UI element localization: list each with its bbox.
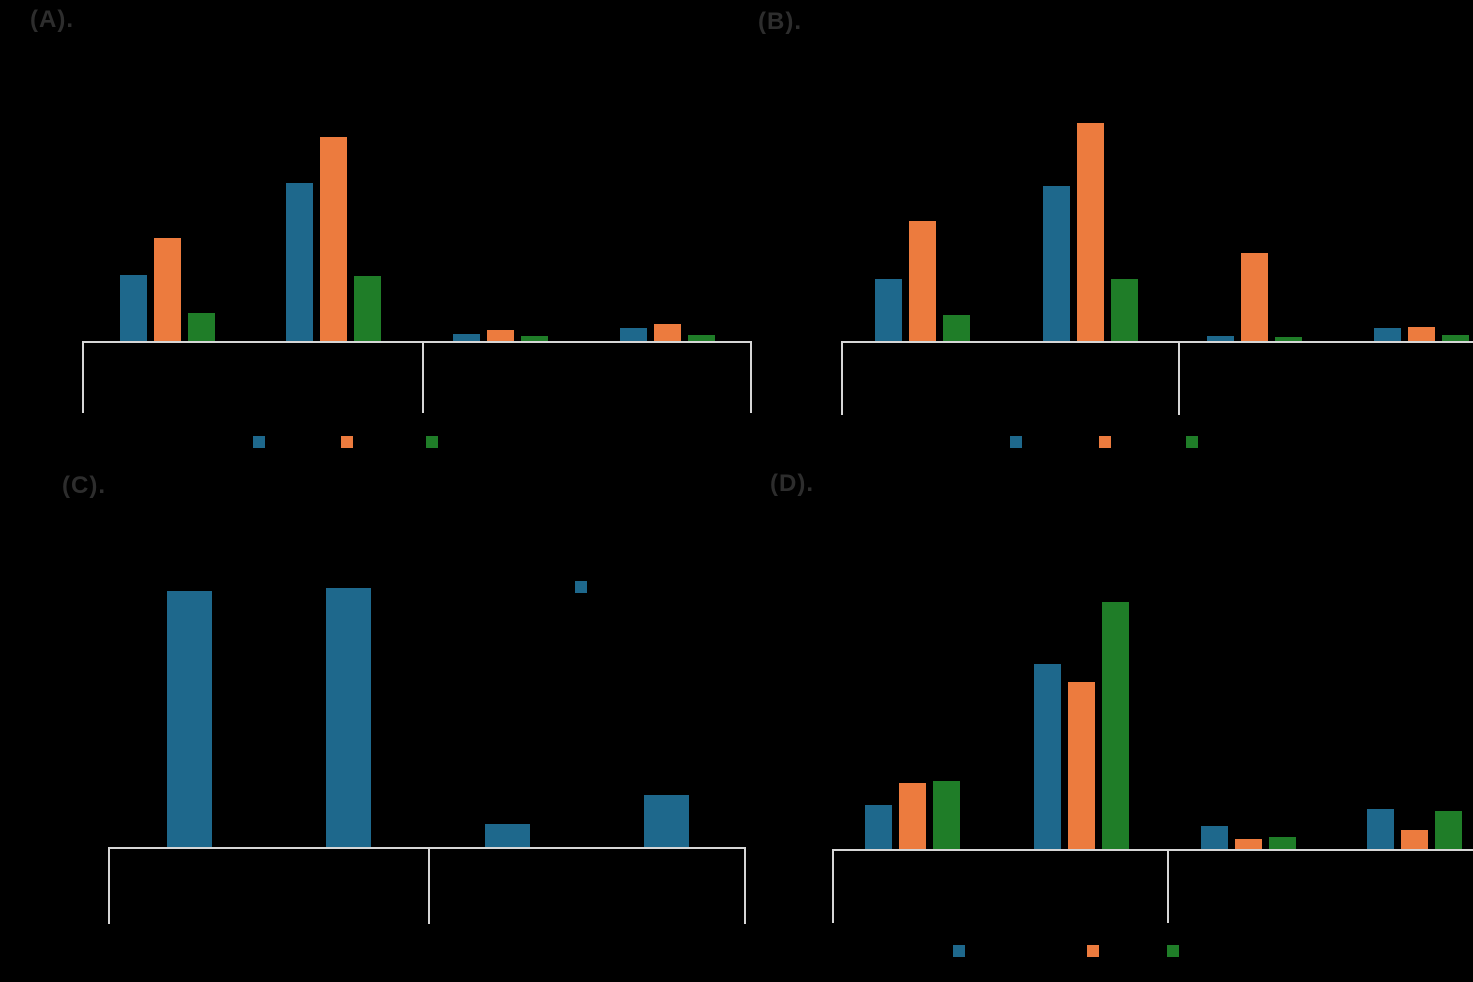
panel-d-bar-blue-group4 [1367,809,1394,849]
panel-b-x-axis-line [841,341,1473,343]
panel-d-legend-swatch-orange-icon [1087,945,1099,957]
panel-b-bar-green-group1 [943,315,970,341]
panel-d-bar-orange-group2 [1068,682,1095,849]
panel-d-bar-green-group4 [1435,811,1462,849]
panel-d-legend-swatch-green-icon [1167,945,1179,957]
panel-b-legend-swatch-orange-icon [1099,436,1111,448]
panel-a-legend-swatch-green-icon [426,436,438,448]
panel-b-legend-swatch-blue-icon [1010,436,1022,448]
panel-a-bar-blue-group3 [453,334,480,341]
panel-c-bar-blue-group1 [167,591,212,847]
panel-a-bar-orange-group2 [320,137,347,341]
panel-b-bar-green-group3 [1275,337,1302,341]
panel-c-bar-blue-group3 [485,824,530,847]
panel-a-x-axis-line [82,341,750,343]
panel-b-bar-orange-group2 [1077,123,1104,341]
panel-b-bar-blue-group3 [1207,336,1234,341]
panel-d-group-divider-line [1167,849,1169,923]
panel-b-bar-orange-group3 [1241,253,1268,341]
panel-label-d: (D). [770,470,814,497]
panel-b-bar-orange-group4 [1408,327,1435,341]
panel-a-bar-blue-group2 [286,183,313,341]
panel-c-x-axis-line [108,847,744,849]
panel-d-legend-swatch-blue-icon [953,945,965,957]
panel-a-legend-swatch-orange-icon [341,436,353,448]
panel-label-b: (B). [758,8,802,35]
panel-a-group-divider-line [422,341,424,413]
panel-a-bar-blue-group4 [620,328,647,341]
panel-c-bar-blue-group4 [644,795,689,847]
panel-c-bracket-line [108,847,110,924]
panel-a-bar-green-group3 [521,336,548,341]
panel-d-bar-green-group1 [933,781,960,849]
panel-c-group-divider-line [428,847,430,924]
panel-d-bar-orange-group3 [1235,839,1262,849]
panel-d-x-axis-line [832,849,1473,851]
panel-d-bar-green-group3 [1269,837,1296,849]
panel-a-bar-blue-group1 [120,275,147,341]
panel-b-bar-green-group2 [1111,279,1138,341]
panel-b-bar-orange-group1 [909,221,936,341]
panel-a-bar-orange-group1 [154,238,181,341]
panel-a-bracket-line [82,341,84,413]
panel-d-bar-orange-group4 [1401,830,1428,849]
panel-b-bar-blue-group2 [1043,186,1070,341]
panel-a-legend-swatch-blue-icon [253,436,265,448]
panel-b-group-divider-line [1178,341,1180,415]
panel-a-bar-green-group2 [354,276,381,341]
panel-c-bracket-line [744,847,746,924]
panel-b-bar-green-group4 [1442,335,1469,341]
panel-d-bracket-line [832,849,834,923]
panel-c-legend-swatch-blue-icon [575,581,587,593]
panel-d-bar-green-group2 [1102,602,1129,849]
panel-a-bar-green-group4 [688,335,715,341]
panel-a-bar-green-group1 [188,313,215,341]
panel-d-bar-blue-group1 [865,805,892,849]
panel-a-bracket-line [750,341,752,413]
panel-d-bar-blue-group3 [1201,826,1228,849]
panel-d-bar-orange-group1 [899,783,926,849]
panel-b-bar-blue-group4 [1374,328,1401,341]
panel-b-bracket-line [841,341,843,415]
panel-b-legend-swatch-green-icon [1186,436,1198,448]
panel-c-bar-blue-group2 [326,588,371,847]
panel-a-bar-orange-group3 [487,330,514,341]
panel-b-bar-blue-group1 [875,279,902,341]
panel-a-bar-orange-group4 [654,324,681,341]
panel-label-a: (A). [30,6,74,33]
panel-d-bar-blue-group2 [1034,664,1061,849]
panel-label-c: (C). [62,472,106,499]
